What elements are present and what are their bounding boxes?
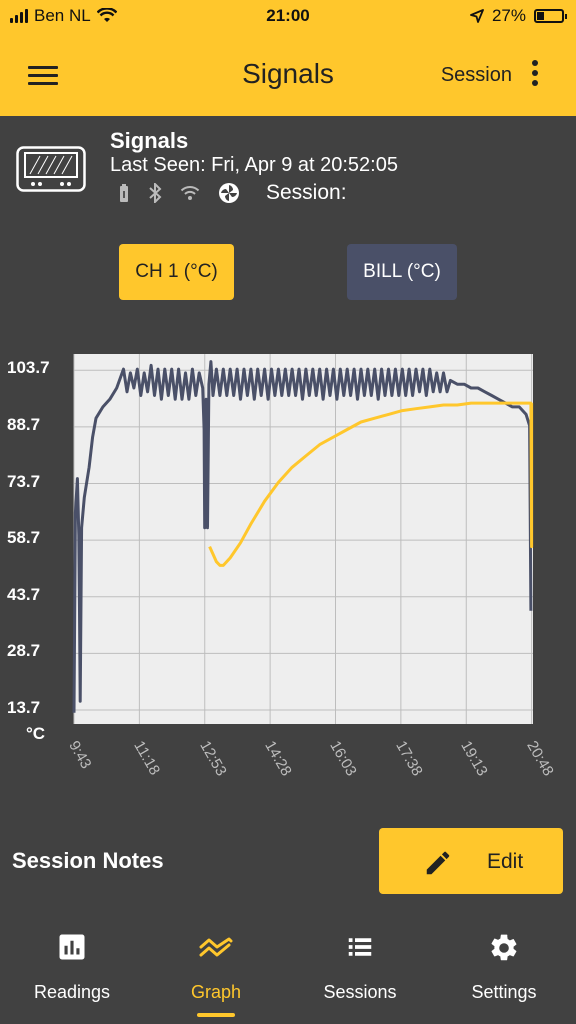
y-tick-label: 88.7 <box>7 414 41 434</box>
wifi-icon <box>96 8 117 22</box>
pencil-icon <box>426 851 450 875</box>
nav-sessions[interactable]: Sessions <box>288 920 432 1024</box>
nav-settings-label: Settings <box>471 982 537 1002</box>
menu-icon[interactable] <box>28 66 58 86</box>
bottom-navigation: Readings Graph Sessions Settings <box>0 920 576 1024</box>
list-icon <box>348 938 372 956</box>
device-icon <box>16 146 86 192</box>
status-bar: Ben NL 21:00 27% <box>0 0 576 32</box>
active-tab-indicator <box>197 1013 235 1017</box>
session-button[interactable]: Session <box>440 64 512 86</box>
battery-icon <box>534 9 567 23</box>
y-tick-label: 13.7 <box>7 698 41 718</box>
plot-background <box>74 354 533 724</box>
series-line-bill <box>72 360 533 713</box>
edit-notes-button[interactable]: Edit <box>379 828 563 894</box>
last-seen: Last Seen: Fri, Apr 9 at 20:52:05 <box>110 154 398 176</box>
location-arrow-icon <box>470 9 484 23</box>
fan-icon <box>219 183 239 203</box>
y-tick-label: 43.7 <box>7 584 41 604</box>
bar-chart-icon <box>59 934 85 960</box>
app-bar: Signals Session <box>0 32 576 116</box>
y-tick-label: 73.7 <box>7 471 41 491</box>
bluetooth-icon <box>149 183 162 203</box>
nav-graph-label: Graph <box>190 982 242 1002</box>
signal-strength-icon <box>10 9 28 23</box>
page-title: Signals <box>242 58 334 89</box>
y-tick-label: 103.7 <box>7 358 50 378</box>
nav-readings-label: Readings <box>33 982 111 1002</box>
gear-icon <box>491 934 517 961</box>
series-line-ch1 <box>208 401 534 567</box>
y-tick-label: 58.7 <box>7 528 41 548</box>
more-options-icon[interactable] <box>532 60 538 90</box>
channel-bill-button[interactable]: BILL (°C) <box>347 244 457 300</box>
carrier: Ben NL <box>10 6 117 26</box>
nav-settings[interactable]: Settings <box>432 920 576 1024</box>
nav-sessions-label: Sessions <box>323 982 397 1002</box>
device-name: Signals <box>110 128 189 153</box>
wifi-status-icon <box>180 186 200 200</box>
trend-icon <box>199 937 233 957</box>
clock: 21:00 <box>266 6 310 25</box>
temperature-chart[interactable]: 103.7 88.7 73.7 58.7 43.7 28.7 13.7 9:43 11:18 1… <box>0 340 576 800</box>
y-tick-label: 28.7 <box>7 641 41 661</box>
battery-percent: 27% <box>491 6 526 25</box>
nav-readings[interactable]: Readings <box>0 920 144 1024</box>
chart-plot[interactable] <box>0 340 576 800</box>
channel-1-button[interactable]: CH 1 (°C) <box>119 244 234 300</box>
edit-label: Edit <box>487 850 524 873</box>
battery-status-icon <box>120 184 128 202</box>
y-axis-unit: °C <box>26 724 46 743</box>
session-notes-title: Session Notes <box>12 848 164 873</box>
device-card[interactable]: Signals Last Seen: Fri, Apr 9 at 20:52:0… <box>0 116 576 216</box>
carrier-name: Ben NL <box>34 6 91 25</box>
nav-graph[interactable]: Graph <box>144 920 288 1024</box>
session-status-label: Session: <box>266 181 347 204</box>
